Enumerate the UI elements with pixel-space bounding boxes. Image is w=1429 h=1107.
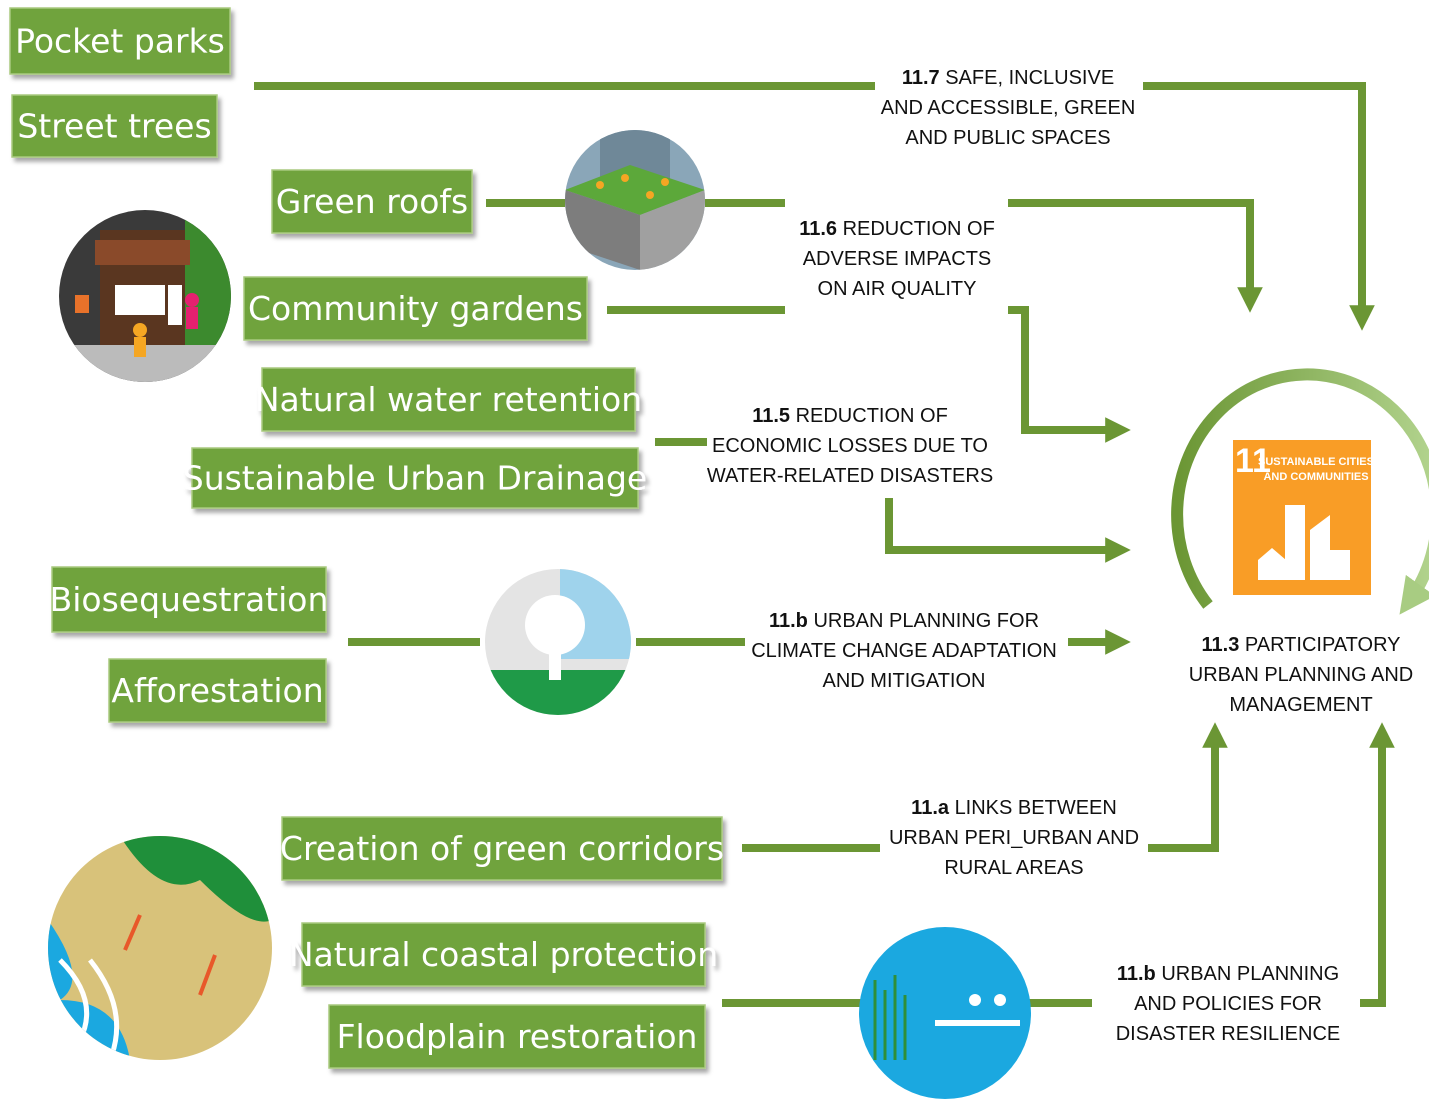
- target-line: URBAN PLANNING FOR: [813, 610, 1039, 632]
- target-code: 11.5: [752, 405, 790, 427]
- target-text: AND MITIGATION: [823, 670, 986, 692]
- box-label: Natural coastal protection: [289, 935, 718, 974]
- practice-box: Pocket parks: [10, 8, 230, 74]
- target-line: URBAN PERI_URBAN AND: [889, 827, 1139, 849]
- box-label: Biosequestration: [50, 580, 329, 619]
- target-text: 11.6 REDUCTION OF: [799, 218, 995, 240]
- box-label: Pocket parks: [15, 22, 225, 61]
- target-code: 11.7: [902, 67, 940, 89]
- target-code: 11.b: [769, 610, 808, 632]
- target-line: URBAN PLANNING AND: [1189, 664, 1414, 686]
- target-line: URBAN PLANNING: [1161, 963, 1339, 985]
- target-text: AND ACCESSIBLE, GREEN: [881, 97, 1136, 119]
- goal-title: AND COMMUNITIES: [1263, 471, 1368, 483]
- target-text: 11.a LINKS BETWEEN: [911, 797, 1117, 819]
- box-label: Creation of green corridors: [280, 829, 724, 868]
- target-text: URBAN PLANNING AND: [1189, 664, 1414, 686]
- target-text: 11.5 REDUCTION OF: [752, 405, 948, 427]
- target-code: 11.b: [1117, 963, 1156, 985]
- practice-box: Community gardens: [244, 277, 587, 340]
- target-text: 11.b URBAN PLANNING FOR: [769, 610, 1039, 632]
- box-label: Community gardens: [248, 289, 583, 328]
- diagram: 11 SUSTAINABLE CITIES AND COMMUNITIES Po…: [0, 0, 1429, 1107]
- goal-title: SUSTAINABLE CITIES: [1258, 456, 1374, 468]
- target-line: ECONOMIC LOSSES DUE TO: [712, 435, 988, 457]
- practice-box: Biosequestration: [50, 567, 329, 632]
- target-line: ON AIR QUALITY: [818, 278, 977, 300]
- target-text: RURAL AREAS: [944, 857, 1083, 879]
- target-text: MANAGEMENT: [1229, 694, 1372, 716]
- target-line: DISASTER RESILIENCE: [1116, 1023, 1341, 1045]
- box-label: Sustainable Urban Drainage: [183, 459, 647, 498]
- target-line: WATER-RELATED DISASTERS: [707, 465, 993, 487]
- target-code: 11.6: [799, 218, 837, 240]
- target-line: AND MITIGATION: [823, 670, 986, 692]
- target-line: CLIMATE CHANGE ADAPTATION: [751, 640, 1057, 662]
- practice-box: Natural water retention: [255, 368, 642, 431]
- target-line: LINKS BETWEEN: [955, 797, 1117, 819]
- target-text: AND POLICIES FOR: [1134, 993, 1322, 1015]
- target-line: AND PUBLIC SPACES: [905, 127, 1110, 149]
- box-label: Street trees: [17, 107, 211, 146]
- target-text: DISASTER RESILIENCE: [1116, 1023, 1341, 1045]
- goal-icon: 11 SUSTAINABLE CITIES AND COMMUNITIES: [1233, 440, 1374, 595]
- practice-box: Creation of green corridors: [280, 817, 724, 880]
- target-line: MANAGEMENT: [1229, 694, 1372, 716]
- target-text: 11.7 SAFE, INCLUSIVE: [902, 67, 1114, 89]
- tree-illustration: [485, 569, 631, 720]
- target-code: 11.3: [1202, 634, 1240, 656]
- target-line: AND ACCESSIBLE, GREEN: [881, 97, 1136, 119]
- target-line: SAFE, INCLUSIVE: [945, 67, 1114, 89]
- target-line: REDUCTION OF: [843, 218, 995, 240]
- target-text: 11.b URBAN PLANNING: [1117, 963, 1339, 985]
- target-line: PARTICIPATORY: [1245, 634, 1401, 656]
- box-label: Afforestation: [111, 671, 323, 710]
- target-text: ON AIR QUALITY: [818, 278, 977, 300]
- box-label: Green roofs: [276, 182, 468, 221]
- target-line: AND POLICIES FOR: [1134, 993, 1322, 1015]
- target-text: ADVERSE IMPACTS: [803, 248, 992, 270]
- practice-box: Afforestation: [109, 659, 326, 722]
- shop-illustration: [55, 205, 235, 385]
- target-text: ECONOMIC LOSSES DUE TO: [712, 435, 988, 457]
- box-label: Natural water retention: [255, 380, 642, 419]
- practice-box: Floodplain restoration: [329, 1005, 705, 1068]
- target-line: ADVERSE IMPACTS: [803, 248, 992, 270]
- green-roof-illustration: [565, 130, 705, 270]
- target-text: CLIMATE CHANGE ADAPTATION: [751, 640, 1057, 662]
- target-code: 11.a: [911, 797, 950, 819]
- practice-box: Natural coastal protection: [289, 923, 718, 986]
- practice-box: Sustainable Urban Drainage: [183, 448, 647, 508]
- practice-box: Green roofs: [272, 170, 472, 233]
- target-text: URBAN PERI_URBAN AND: [889, 827, 1139, 849]
- target-line: RURAL AREAS: [944, 857, 1083, 879]
- box-label: Floodplain restoration: [337, 1017, 698, 1056]
- coast-illustration: [48, 836, 272, 1060]
- target-text: WATER-RELATED DISASTERS: [707, 465, 993, 487]
- target-text: AND PUBLIC SPACES: [905, 127, 1110, 149]
- practice-box: Street trees: [12, 95, 217, 157]
- wetland-illustration: [859, 927, 1031, 1099]
- target-text: 11.3 PARTICIPATORY: [1202, 634, 1401, 656]
- target-line: REDUCTION OF: [796, 405, 948, 427]
